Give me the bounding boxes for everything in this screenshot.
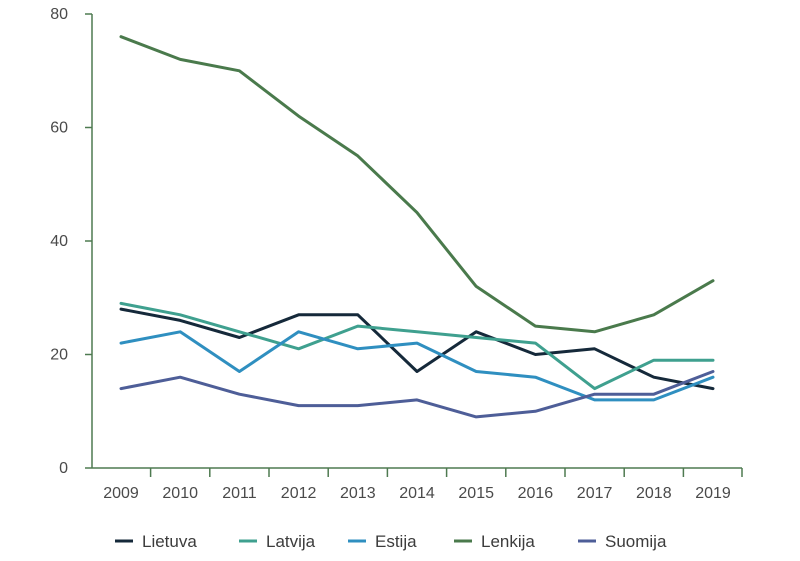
x-tick-label: 2010 xyxy=(162,485,198,502)
x-tick-label: 2014 xyxy=(399,485,435,502)
series-layer xyxy=(119,35,715,419)
x-tick-label: 2017 xyxy=(577,485,613,502)
legend: Lietuva Latvija Estija Lenkija Suomija xyxy=(115,532,667,551)
axes: 0 20 40 60 80 2009 2010 2011 2012 2013 2014 2015 201… xyxy=(50,6,743,502)
legend-label-suomija: Suomija xyxy=(605,532,667,551)
x-tick-label: 2018 xyxy=(636,485,672,502)
series-line-latvija xyxy=(119,301,715,391)
x-tick-label: 2012 xyxy=(281,485,317,502)
y-tick-label: 80 xyxy=(50,6,68,23)
y-tick-label: 60 xyxy=(50,120,68,137)
series-line-estija xyxy=(119,330,715,402)
legend-label-lietuva: Lietuva xyxy=(142,532,197,551)
x-tick-label: 2019 xyxy=(695,485,731,502)
x-tick-label: 2015 xyxy=(458,485,494,502)
series-line-lietuva xyxy=(119,307,715,391)
legend-label-lenkija: Lenkija xyxy=(481,532,535,551)
x-tick-label: 2009 xyxy=(103,485,139,502)
y-tick-label: 40 xyxy=(50,233,68,250)
series-line-suomija xyxy=(119,370,715,419)
legend-label-estija: Estija xyxy=(375,532,417,551)
x-tick-label: 2016 xyxy=(518,485,554,502)
y-tick-label: 0 xyxy=(59,460,68,477)
y-tick-label: 20 xyxy=(50,347,68,364)
legend-label-latvija: Latvija xyxy=(266,532,316,551)
x-tick-label: 2011 xyxy=(222,485,257,502)
series-line-lenkija xyxy=(119,35,715,334)
x-tick-label: 2013 xyxy=(340,485,376,502)
